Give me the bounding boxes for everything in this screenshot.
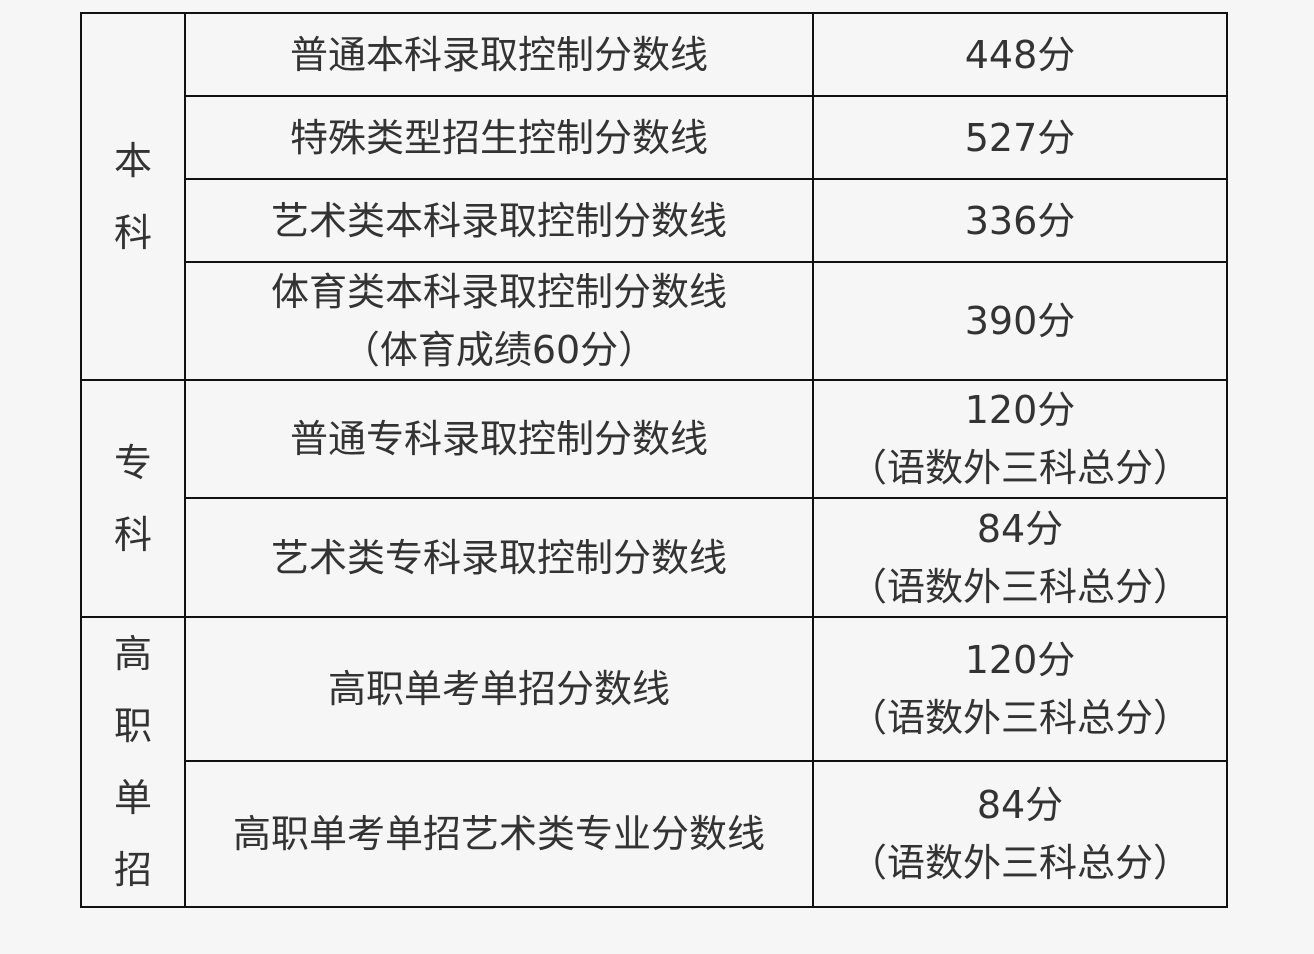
category-cell: 高职单招 <box>80 616 186 908</box>
score-line-name-cell: 艺术类专科录取控制分数线 <box>184 497 814 618</box>
score-line-name-cell: 特殊类型招生控制分数线 <box>184 95 814 180</box>
cell-text-line: 高 <box>113 632 152 676</box>
cell-text-line: 普通专科录取控制分数线 <box>289 417 708 461</box>
score-value-cell: 336分 <box>812 178 1228 263</box>
cell-text-line: 招 <box>113 848 152 892</box>
cell-text-line: 普通本科录取控制分数线 <box>289 32 708 77</box>
cell-text-line: （语数外三科总分） <box>848 446 1191 490</box>
cell-text-line: （语数外三科总分） <box>848 696 1191 741</box>
score-line-name-cell: 高职单考单招艺术类专业分数线 <box>184 760 814 908</box>
cell-text-line: 84分 <box>976 783 1064 828</box>
score-line-name-cell: 体育类本科录取控制分数线 （体育成绩60分） <box>184 261 814 381</box>
cell-text-line: 120分 <box>964 638 1076 683</box>
score-value-cell: 84分 （语数外三科总分） <box>812 497 1228 618</box>
table-row: 高职单考单招艺术类专业分数线 84分 （语数外三科总分） <box>81 760 1228 908</box>
table-row: 专科 普通专科录取控制分数线 120分 （语数外三科总分） <box>80 379 1228 618</box>
score-value-cell: 448分 <box>812 12 1228 97</box>
category-cell: 本科 <box>80 12 186 381</box>
score-value-cell: 120分 （语数外三科总分） <box>812 379 1228 499</box>
score-value-cell: 390分 <box>812 261 1228 381</box>
cell-text-line: 84分 <box>976 506 1064 551</box>
score-line-name-cell: 高职单考单招分数线 <box>184 615 814 763</box>
cell-text-line: 专 <box>113 440 152 485</box>
cell-text-line: 527分 <box>964 115 1076 160</box>
cell-text-line: 120分 <box>964 388 1076 432</box>
cell-text-line: 科 <box>113 512 152 557</box>
cell-text-line: （体育成绩60分） <box>341 328 657 372</box>
cell-text-line: 科 <box>113 210 152 255</box>
cell-text-line: 高职单考单招艺术类专业分数线 <box>232 812 765 857</box>
table-row: 高职单招 高职单考单招分数线 120分 （语数外三科总分） <box>80 615 1228 908</box>
cell-text-line: 体育类本科录取控制分数线 <box>270 270 727 314</box>
cell-text-line: 艺术类本科录取控制分数线 <box>270 198 727 243</box>
score-line-name-cell: 普通专科录取控制分数线 <box>184 379 814 499</box>
category-cell: 专科 <box>80 379 186 618</box>
score-line-name-cell: 艺术类本科录取控制分数线 <box>184 178 814 263</box>
table-row: 特殊类型招生控制分数线 527分 <box>81 95 1228 180</box>
cell-text-line: 职 <box>113 704 152 748</box>
score-table: 本科普通本科录取控制分数线 448分 特殊类型招生控制分数线 527分 艺术类本科录取控… <box>80 12 1228 908</box>
table-row: 艺术类专科录取控制分数线 84分 （语数外三科总分） <box>81 497 1228 618</box>
score-value-cell: 84分 （语数外三科总分） <box>812 760 1228 908</box>
score-value-cell: 120分 （语数外三科总分） <box>812 615 1228 763</box>
table-row: 体育类本科录取控制分数线 （体育成绩60分） 390分 <box>81 261 1228 381</box>
score-value-cell: 527分 <box>812 95 1228 180</box>
cell-text-line: 高职单考单招分数线 <box>327 667 670 712</box>
score-line-name-cell: 普通本科录取控制分数线 <box>184 12 814 97</box>
cell-text-line: 本 <box>113 138 152 183</box>
cell-text-line: 单 <box>113 776 152 820</box>
cell-text-line: 336分 <box>964 198 1076 243</box>
table-row: 本科 普通本科录取控制分数线 448分 <box>80 12 1228 381</box>
cell-text-line: （语数外三科总分） <box>848 841 1191 886</box>
cell-text-line: 艺术类专科录取控制分数线 <box>270 535 727 580</box>
cell-text-line: 特殊类型招生控制分数线 <box>289 115 708 160</box>
cell-text-line: （语数外三科总分） <box>848 564 1191 609</box>
table-row: 艺术类本科录取控制分数线 336分 <box>81 178 1228 263</box>
cell-text-line: 390分 <box>964 299 1076 343</box>
cell-text-line: 448分 <box>964 32 1076 77</box>
